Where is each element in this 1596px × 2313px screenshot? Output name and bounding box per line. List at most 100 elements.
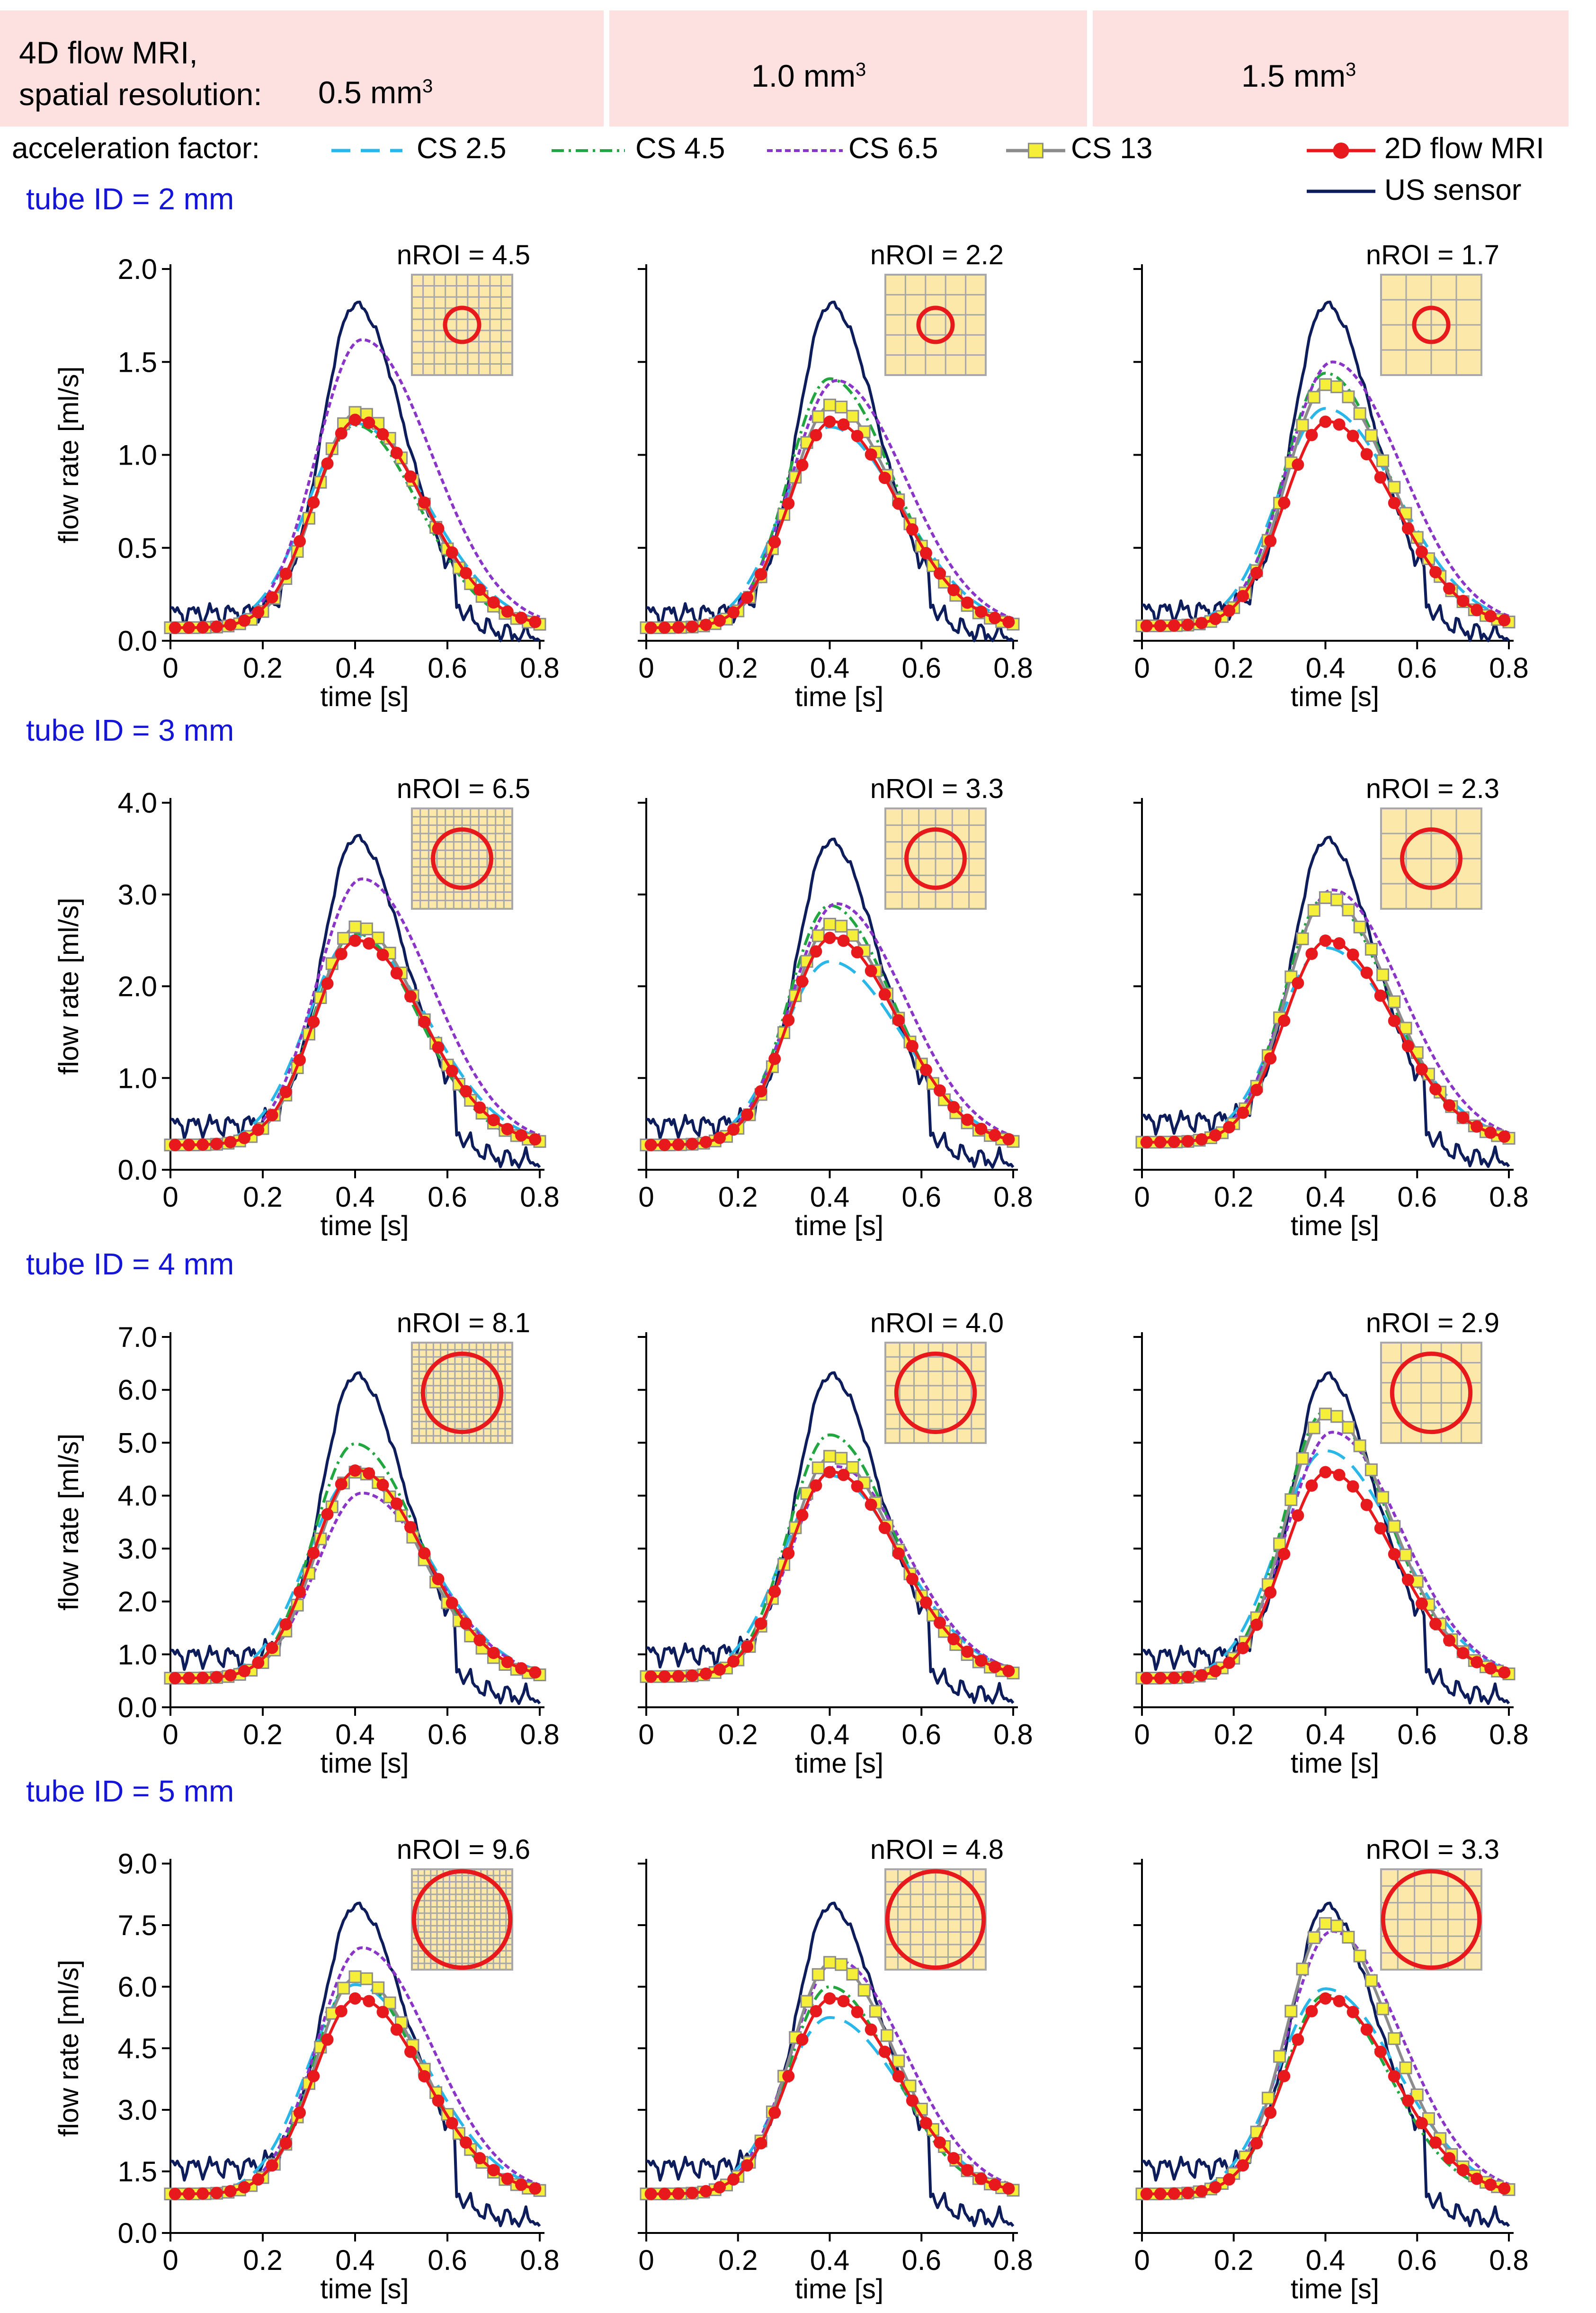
resolution-value: 1.5 mm (1241, 58, 1346, 93)
roi-grid-icon (1380, 1342, 1482, 1444)
marker-mri2d (238, 2181, 250, 2194)
marker-mri2d (782, 1547, 795, 1560)
marker-mri2d (741, 1641, 754, 1653)
roi-circle-icon (904, 827, 967, 890)
marker-mri2d (906, 523, 918, 536)
marker-mri2d (810, 2005, 822, 2017)
marker-mri2d (1374, 989, 1387, 1002)
marker-cs13 (1364, 1463, 1378, 1477)
x-tick-label: 0 (162, 1181, 178, 1213)
marker-cs13 (811, 410, 825, 423)
x-axis-label: time [s] (321, 1210, 409, 1241)
marker-mri2d (1209, 1129, 1222, 1142)
x-tick-label: 0.6 (1398, 2244, 1437, 2276)
panel-r1-c3: 0 0.2 0.4 0.6 0.8 time [s] nROI = 1.7 (1133, 240, 1529, 712)
marker-mri2d (446, 2117, 458, 2130)
marker-mri2d (878, 2045, 891, 2058)
marker-cs13 (1376, 2002, 1390, 2016)
marker-mri2d (515, 1129, 527, 1142)
marker-mri2d (210, 1138, 223, 1150)
marker-cs13 (1319, 378, 1332, 391)
marker-mri2d (878, 1522, 891, 1534)
marker-mri2d (1292, 2033, 1304, 2046)
marker-mri2d (1415, 546, 1428, 558)
x-tick-label: 0.6 (902, 1181, 941, 1213)
marker-mri2d (1346, 430, 1359, 442)
marker-mri2d (1484, 1126, 1497, 1139)
marker-mri2d (975, 1122, 988, 1135)
marker-mri2d (294, 1054, 306, 1067)
marker-mri2d (865, 448, 877, 461)
y-tick-label: 9.0 (118, 1848, 157, 1880)
series-us (170, 300, 541, 642)
marker-mri2d (865, 1498, 877, 1511)
marker-mri2d (349, 1992, 361, 2005)
marker-mri2d (823, 1466, 836, 1479)
marker-mri2d (865, 2023, 877, 2036)
marker-mri2d (1346, 948, 1359, 961)
marker-mri2d (404, 990, 417, 1003)
x-tick-label: 0 (1134, 1719, 1150, 1750)
marker-cs13 (1353, 407, 1366, 420)
y-tick-label: 7.5 (118, 1910, 157, 1941)
marker-mri2d (1374, 471, 1387, 484)
marker-mri2d (1429, 1083, 1442, 1095)
marker-cs13 (1307, 1421, 1320, 1434)
marker-mri2d (1002, 1665, 1015, 1677)
marker-mri2d (1471, 1120, 1483, 1133)
marker-mri2d (460, 2136, 472, 2149)
series-us (646, 300, 1014, 642)
nroi-label: nROI = 2.3 (1366, 773, 1499, 804)
legend-label-us: US sensor (1384, 174, 1522, 206)
marker-mri2d (989, 1129, 1001, 1141)
marker-mri2d (224, 619, 237, 631)
header-resolution-1.5-cell: 1.5 mm3 (1093, 10, 1569, 126)
marker-mri2d (238, 1131, 250, 1144)
y-tick-label: 1.0 (118, 1062, 157, 1094)
marker-mri2d (644, 2187, 657, 2200)
marker-mri2d (1319, 934, 1332, 947)
marker-cs13 (1364, 942, 1378, 956)
marker-mri2d (1223, 1657, 1236, 1669)
marker-mri2d (307, 2070, 320, 2082)
marker-cs13 (811, 1461, 825, 1474)
x-tick-label: 0.2 (1214, 652, 1253, 684)
marker-mri2d (1140, 2187, 1153, 2200)
marker-mri2d (1457, 1111, 1470, 1124)
header-title-line2: spatial resolution: (19, 77, 262, 112)
y-tick-label: 1.5 (118, 2156, 157, 2187)
y-tick-label: 0.0 (118, 2217, 157, 2249)
marker-mri2d (1002, 616, 1015, 628)
marker-mri2d (686, 1669, 698, 1682)
marker-mri2d (307, 496, 320, 509)
marker-mri2d (658, 2187, 671, 2200)
marker-mri2d (699, 1668, 712, 1680)
marker-mri2d (196, 621, 209, 634)
marker-mri2d (755, 1085, 767, 1098)
header-resolution-1.5: 1.5 mm3 (1241, 58, 1356, 94)
tube-label-4mm: tube ID = 4 mm (26, 1247, 234, 1281)
marker-cs13 (1284, 970, 1298, 984)
y-tick-label: 2.0 (118, 1586, 157, 1618)
marker-mri2d (349, 934, 361, 947)
marker-cs13 (348, 1970, 362, 1983)
marker-mri2d (1181, 1671, 1194, 1684)
series-cs65 (1142, 360, 1510, 628)
marker-mri2d (727, 606, 740, 619)
marker-mri2d (1401, 1040, 1414, 1052)
marker-mri2d (1223, 2173, 1236, 2186)
series-us (646, 1901, 1015, 2228)
marker-mri2d (294, 2106, 306, 2119)
marker-mri2d (1237, 590, 1249, 602)
marker-mri2d (1360, 448, 1373, 461)
marker-mri2d (796, 975, 809, 988)
marker-cs13 (1296, 1963, 1309, 1976)
roi-circle-icon (894, 1351, 977, 1434)
panel-r4-c1: 0 0.2 0.4 0.6 0.8 time [s] 0.0 1.5 3.0 4.5 6.0 7.5 9… (53, 1834, 560, 2304)
marker-mri2d (1498, 1130, 1511, 1143)
marker-cs13 (1342, 1930, 1355, 1944)
marker-cs13 (372, 932, 385, 945)
marker-mri2d (1292, 458, 1304, 471)
marker-mri2d (755, 1617, 767, 1630)
marker-mri2d (906, 2094, 918, 2107)
